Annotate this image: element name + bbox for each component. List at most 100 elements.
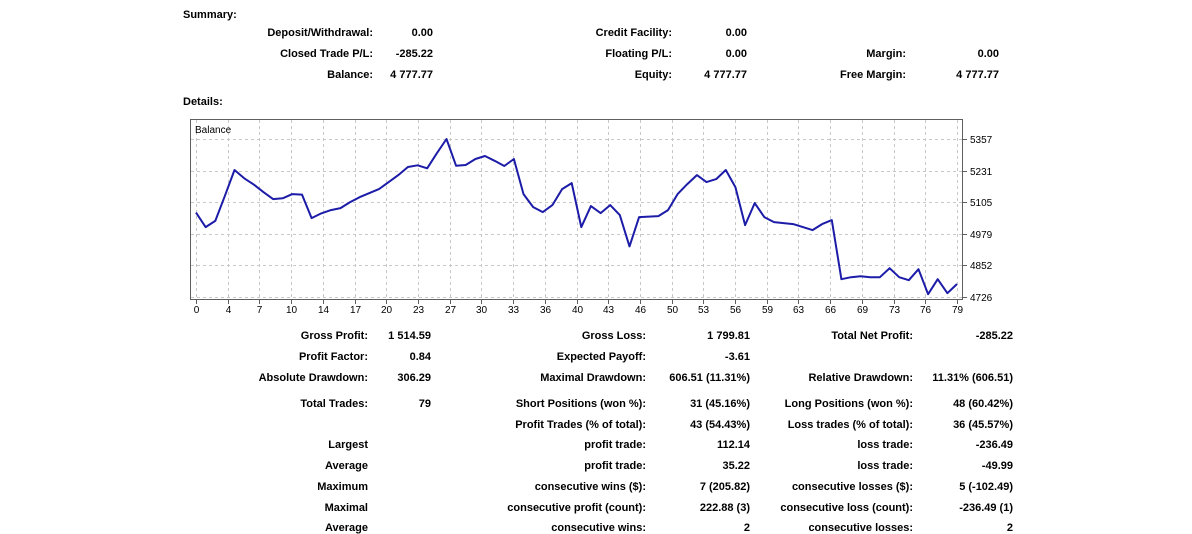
stat-label: Credit Facility: <box>595 27 672 39</box>
stat-value: 0.00 <box>725 27 747 39</box>
balance-chart: 0 4 7 10 14 17 20 23 27 30 33 36 40 43 46 50 53 56 59 63 66 6… <box>190 119 1005 319</box>
stat-value: 31 (45.16%) <box>690 398 750 410</box>
details-row: Gross Profit: 1 514.59 Gross Loss: 1 799… <box>0 326 1192 347</box>
stat-label: Expected Payoff: <box>556 351 646 363</box>
stat-label: Deposit/Withdrawal: <box>267 27 373 39</box>
stat-value: -236.49 (1) <box>959 502 1013 514</box>
stat-label: consecutive profit (count): <box>507 502 646 514</box>
plot-border <box>190 119 963 300</box>
stat-label: Balance: <box>327 69 373 81</box>
stat-value: 4 777.77 <box>704 69 747 81</box>
stat-label: profit trade: <box>584 460 646 472</box>
stat-value: 35.22 <box>722 460 750 472</box>
stat-value: 306.29 <box>397 372 431 384</box>
y-tick-label: 5105 <box>970 198 993 209</box>
stat-value: 36 (45.57%) <box>953 419 1013 431</box>
x-tick-label: 50 <box>667 305 679 316</box>
stat-label: consecutive losses: <box>808 522 913 534</box>
x-tick-label: 73 <box>889 305 901 316</box>
chart-title: Balance <box>195 125 232 136</box>
stat-value: 222.88 (3) <box>699 502 750 514</box>
stat-label: Average <box>324 522 368 534</box>
stat-label: Relative Drawdown: <box>808 372 913 384</box>
stat-label: Margin: <box>866 48 906 60</box>
stat-label: loss trade: <box>857 460 913 472</box>
x-tick-label: 59 <box>762 305 774 316</box>
stat-label: Profit Trades (% of total): <box>515 419 646 431</box>
x-tick-label: 33 <box>508 305 520 316</box>
x-tick-label: 30 <box>476 305 488 316</box>
stat-label: Maximal Drawdown: <box>540 372 646 384</box>
stat-value: 0.84 <box>409 351 431 363</box>
y-tick-label: 4852 <box>970 261 993 272</box>
stat-value: 0.00 <box>411 27 433 39</box>
stat-label: Total Net Profit: <box>831 330 913 342</box>
stat-label: Profit Factor: <box>298 351 368 363</box>
y-tick-label: 4979 <box>970 230 993 241</box>
balance-line <box>195 138 958 296</box>
details-row: Profit Trades (% of total): 43 (54.43%) … <box>0 415 1192 436</box>
x-tick-label: 7 <box>257 305 263 316</box>
details-row: Profit Factor: 0.84 Expected Payoff: -3.… <box>0 347 1192 368</box>
details-row: Absolute Drawdown: 306.29 Maximal Drawdo… <box>0 368 1192 389</box>
stat-label: consecutive loss (count): <box>780 502 913 514</box>
x-tick-label: 10 <box>286 305 298 316</box>
details-row: Maximum consecutive wins ($): 7 (205.82)… <box>0 477 1192 498</box>
details-row: Maximal consecutive profit (count): 222.… <box>0 498 1192 519</box>
stat-value: 0.00 <box>725 48 747 60</box>
stat-value: -285.22 <box>975 330 1013 342</box>
stat-label: Closed Trade P/L: <box>280 48 373 60</box>
y-tick-label: 5357 <box>970 135 993 146</box>
x-tick-label: 43 <box>603 305 615 316</box>
x-tick-label: 63 <box>793 305 805 316</box>
x-tick-label: 79 <box>952 305 964 316</box>
x-tick-label: 69 <box>857 305 869 316</box>
x-tick-label: 17 <box>350 305 362 316</box>
details-row: Total Trades: 79 Short Positions (won %)… <box>0 394 1192 415</box>
x-tick-label: 53 <box>698 305 710 316</box>
details-row: Largest profit trade: 112.14 loss trade:… <box>0 435 1192 456</box>
stat-value: 7 (205.82) <box>699 481 750 493</box>
stat-value: -285.22 <box>395 48 433 60</box>
stat-label: consecutive losses ($): <box>791 481 913 493</box>
details-row: Average consecutive wins: 2 consecutive … <box>0 518 1192 534</box>
stat-value: 1 514.59 <box>388 330 431 342</box>
stat-value: 606.51 (11.31%) <box>669 372 750 384</box>
stat-label: Free Margin: <box>839 69 906 81</box>
stat-label: profit trade: <box>584 439 646 451</box>
stat-label: Equity: <box>634 69 672 81</box>
stat-label: Average <box>324 460 368 472</box>
summary-row: Deposit/Withdrawal: 0.00 Credit Facility… <box>0 23 1192 44</box>
x-tick-label: 20 <box>381 305 393 316</box>
stat-value: 2 <box>1006 522 1013 534</box>
stat-label: Maximum <box>317 481 368 493</box>
stat-label: Loss trades (% of total): <box>787 419 913 431</box>
details-row: Average profit trade: 35.22 loss trade: … <box>0 456 1192 477</box>
x-tick-label: 66 <box>825 305 837 316</box>
stat-label: Absolute Drawdown: <box>258 372 368 384</box>
stat-label: loss trade: <box>857 439 913 451</box>
x-tick-label: 0 <box>194 305 200 316</box>
y-tick-label: 5231 <box>970 167 993 178</box>
summary-heading: Summary: <box>183 9 237 21</box>
x-tick-label: 4 <box>226 305 232 316</box>
x-tick-label: 23 <box>413 305 425 316</box>
stat-value: 5 (-102.49) <box>959 481 1013 493</box>
stat-value: 4 777.77 <box>956 69 999 81</box>
stat-label: Long Positions (won %): <box>784 398 913 410</box>
stat-value: 48 (60.42%) <box>953 398 1013 410</box>
y-tick-label: 4726 <box>970 293 993 304</box>
x-tick-label: 40 <box>572 305 584 316</box>
details-heading: Details: <box>183 96 223 108</box>
stat-label: Gross Loss: <box>581 330 646 342</box>
stat-value: 43 (54.43%) <box>690 419 750 431</box>
stat-value: 0.00 <box>977 48 999 60</box>
stat-value: -3.61 <box>724 351 750 363</box>
stat-value: -236.49 <box>975 439 1013 451</box>
stat-value: 2 <box>743 522 750 534</box>
stat-value: -49.99 <box>981 460 1013 472</box>
stat-value: 1 799.81 <box>707 330 750 342</box>
stat-value: 112.14 <box>716 439 750 451</box>
stat-label: Total Trades: <box>300 398 368 410</box>
x-tick-label: 27 <box>445 305 457 316</box>
